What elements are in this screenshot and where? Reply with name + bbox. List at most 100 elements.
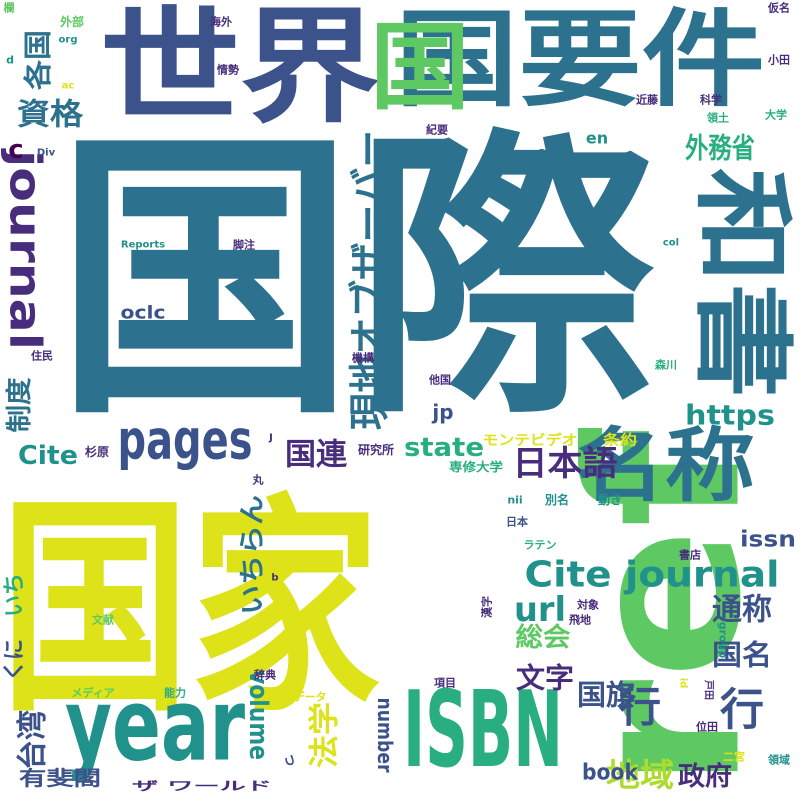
word: ref: [543, 427, 788, 790]
word: year: [65, 667, 245, 784]
word: 外務省: [685, 132, 755, 165]
word: 文献: [92, 613, 114, 627]
word: 情勢: [217, 63, 239, 77]
word: en: [586, 129, 608, 148]
word: 森川: [655, 358, 677, 372]
word: っ: [282, 753, 298, 767]
word: pages: [118, 409, 253, 472]
word: 名称: [575, 420, 755, 513]
word: データ: [294, 690, 327, 704]
word: 行: [619, 683, 661, 732]
word: 法学: [308, 702, 343, 768]
word: 外部: [60, 14, 84, 29]
word: 各国: [22, 30, 55, 91]
word: 丸: [252, 473, 265, 487]
word: nii: [507, 494, 522, 507]
word: number: [373, 698, 397, 773]
word: 有斐閣: [19, 766, 101, 790]
word: 能力: [164, 686, 186, 700]
word: 資格: [17, 98, 84, 133]
word: 国: [370, 13, 470, 123]
word: issn: [740, 528, 796, 553]
word: いちらん: [238, 495, 268, 615]
word: col: [663, 238, 679, 249]
word: volume: [243, 670, 273, 760]
word: 別名: [544, 492, 569, 507]
word: 現地オブザーバー: [347, 130, 393, 430]
word: 政府: [678, 761, 732, 792]
word: J: [268, 433, 273, 444]
word: 科学: [700, 93, 722, 107]
word: journal: [0, 148, 51, 350]
word: d: [6, 54, 14, 67]
word: jp: [431, 400, 453, 424]
word: 和書: [684, 168, 800, 398]
word: org: [59, 35, 78, 46]
word: 位田: [696, 720, 718, 734]
word: 動き: [598, 492, 622, 507]
word: 文字: [516, 662, 574, 695]
word: ラテン: [524, 539, 557, 552]
word: 仮名: [767, 1, 790, 15]
word: 近藤: [636, 93, 659, 107]
word: 項目: [434, 677, 456, 690]
word: 大学: [765, 108, 787, 122]
word: 領土: [706, 111, 729, 125]
word: 紀要: [426, 123, 448, 137]
word: 書店: [679, 548, 701, 562]
word: 国要件: [395, 0, 765, 121]
word: b: [271, 573, 278, 584]
word: 国家: [0, 477, 380, 744]
word: 日本: [506, 515, 528, 529]
word: 杉原: [85, 444, 109, 459]
word: 領域: [767, 753, 790, 767]
word: 小田: [767, 53, 790, 67]
word: 住民: [31, 349, 53, 363]
word: 通称: [712, 593, 772, 628]
word: Cite journal: [525, 555, 780, 596]
word: 国連: [285, 438, 348, 473]
word: 欄: [4, 1, 15, 15]
word: 辞典: [254, 668, 276, 682]
word: 戸田: [703, 680, 715, 700]
word: 条約: [602, 432, 637, 449]
word: Cite: [18, 441, 78, 471]
word: 海外: [210, 15, 232, 29]
word: oclc: [121, 303, 166, 324]
word: いち: [3, 573, 28, 617]
word: ac: [62, 81, 75, 92]
word: 行: [720, 685, 764, 736]
word: c: [8, 135, 23, 165]
word: state: [404, 433, 484, 463]
word: くに: [3, 639, 28, 681]
word: 飛地: [568, 613, 591, 627]
word: 対象: [576, 598, 599, 612]
word: ザ ワールド: [132, 779, 272, 793]
word: id: [678, 678, 689, 689]
word: 専修大学: [449, 459, 503, 474]
word: 台湾: [16, 710, 51, 770]
word: url: [514, 590, 566, 630]
word: 総会: [516, 622, 571, 653]
word: 脚注: [233, 238, 255, 252]
word: 国名: [712, 639, 772, 672]
word: ISBN: [403, 669, 563, 791]
word: Div: [37, 148, 56, 159]
word: 国際: [55, 106, 655, 455]
word: 国旗: [577, 679, 635, 712]
word: 制度: [4, 378, 35, 433]
word: 地域: [606, 756, 674, 794]
word: 他国: [428, 373, 451, 387]
word: 漢字: [480, 596, 494, 618]
word: group: [717, 622, 730, 659]
word: Reports: [121, 240, 165, 251]
word: 研究所: [358, 442, 394, 457]
word: 日本語: [513, 444, 618, 484]
word: モンテビデオ: [483, 432, 578, 449]
word: https: [685, 399, 775, 432]
word: メディア: [71, 686, 114, 700]
word: book: [582, 761, 639, 786]
word: 世界: [100, 0, 380, 141]
